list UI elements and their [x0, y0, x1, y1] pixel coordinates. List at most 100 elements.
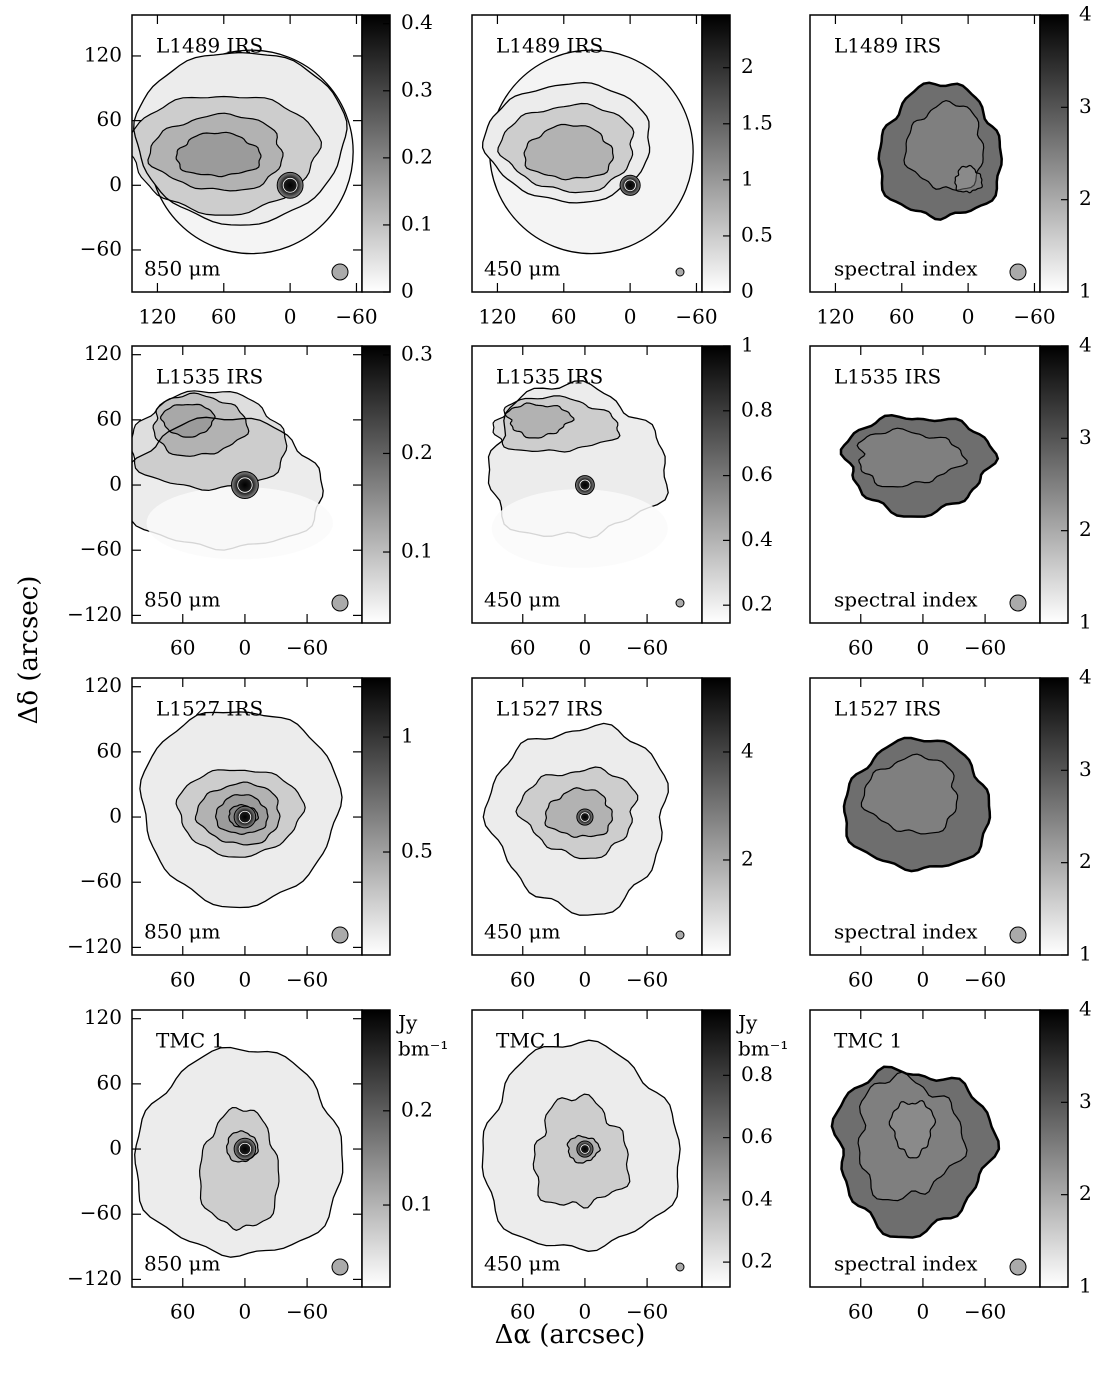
colorbar-tick-label: 0.1 — [401, 539, 433, 563]
colorbar-tick-label: 2 — [1079, 849, 1092, 873]
contour — [579, 479, 591, 491]
contour — [282, 177, 298, 193]
colorbar-tick-label: 3 — [1079, 94, 1092, 118]
colorbar-tick-label: 0.1 — [401, 211, 433, 235]
x-tick-label: −60 — [286, 968, 328, 992]
colorbar-tick-label: 3 — [1079, 425, 1092, 449]
colorbar-tick-label: 0 — [741, 279, 754, 303]
spectral-region — [830, 1065, 1001, 1239]
contour — [857, 1071, 968, 1202]
x-axis-label: Δα (arcsec) — [495, 1320, 646, 1350]
x-tick-label: −60 — [286, 1300, 328, 1324]
colorbar-label: Jy — [396, 1011, 418, 1035]
contour — [492, 395, 621, 453]
colorbar-tick-label: 3 — [1079, 757, 1092, 781]
colorbar-tick-label: 2 — [1079, 1181, 1092, 1205]
x-tick-label: 0 — [962, 305, 975, 329]
x-tick-label: 0 — [917, 1300, 930, 1324]
colorbar-tick-label: 0.4 — [741, 1186, 773, 1210]
map — [139, 711, 343, 909]
panel: L1535 IRS spectral index 60 0 −60 1 2 3 4 — [809, 333, 1092, 660]
beam — [331, 926, 349, 944]
colorbar — [1039, 677, 1069, 956]
colorbar-tick-label: 3 — [1079, 1089, 1092, 1113]
y-tick-label: −120 — [67, 1266, 122, 1290]
contour — [152, 392, 250, 457]
y-tick-label: 0 — [109, 472, 122, 496]
beam — [331, 1258, 349, 1276]
x-tick-label: 0 — [917, 636, 930, 660]
x-tick-label: 0 — [579, 968, 592, 992]
contour — [481, 81, 651, 204]
source — [276, 171, 304, 199]
x-tick-label: 0 — [917, 968, 930, 992]
contour — [580, 1144, 590, 1154]
colorbar — [361, 677, 391, 956]
y-tick-label: 120 — [84, 42, 122, 66]
beam — [675, 930, 685, 940]
colorbar-tick-label: 0.4 — [741, 527, 773, 551]
y-tick-label: −60 — [80, 1201, 122, 1225]
contour — [147, 112, 284, 192]
colorbar-tick-label: 4 — [1079, 2, 1092, 26]
source-name: L1535 IRS — [834, 365, 941, 389]
map — [481, 1039, 681, 1252]
x-tick-label: 60 — [848, 1300, 873, 1324]
x-tick-label: −60 — [335, 305, 377, 329]
map — [839, 414, 1000, 518]
band-label: 850 μm — [144, 257, 221, 281]
colorbar-tick-label: 0.1 — [401, 1192, 433, 1216]
beam — [331, 594, 349, 612]
x-tick-label: −60 — [964, 1300, 1006, 1324]
x-tick-label: 60 — [510, 968, 535, 992]
colorbar-tick-label: 0.3 — [401, 341, 433, 365]
x-tick-label: −60 — [626, 1300, 668, 1324]
source-name: TMC 1 — [496, 1029, 564, 1053]
y-tick-label: 0 — [109, 804, 122, 828]
y-tick-label: 60 — [97, 107, 122, 131]
contour — [624, 179, 636, 192]
colorbar-tick-label: 0.2 — [401, 440, 433, 464]
contour — [515, 766, 639, 860]
contour — [175, 131, 262, 178]
map — [877, 81, 1003, 221]
contour — [504, 402, 575, 439]
y-tick-label: −120 — [67, 602, 122, 626]
colorbar — [1039, 14, 1069, 293]
colorbar-tick-label: 0.2 — [741, 592, 773, 616]
x-tick-label: 60 — [510, 1300, 535, 1324]
contour — [238, 1142, 252, 1156]
source — [233, 805, 257, 829]
x-tick-label: −60 — [626, 968, 668, 992]
x-tick-label: 60 — [848, 968, 873, 992]
map — [830, 1065, 1001, 1239]
beam — [1009, 263, 1027, 281]
beam — [1009, 594, 1027, 612]
band-label: spectral index — [834, 257, 978, 281]
x-tick-label: 120 — [478, 305, 516, 329]
colorbar-label: Jy — [736, 1011, 758, 1035]
band-label: 850 μm — [144, 588, 221, 612]
contour — [888, 1099, 937, 1159]
x-tick-label: −60 — [675, 305, 717, 329]
x-tick-label: 60 — [848, 636, 873, 660]
panel: L1489 IRS 450 μm 120 60 0 −60 0 0.5 1 1.5 2 — [471, 14, 773, 329]
panel: L1489 IRS 850 μm 120 60 0 −60 120 60 0 −60 0 0.1 0.2… — [80, 10, 433, 328]
colorbar-tick-label: 4 — [1079, 665, 1092, 689]
colorbar-tick-label: 0.5 — [401, 839, 433, 863]
map-blank — [491, 489, 668, 568]
panel: L1535 IRS 850 μm 60 0 −60 120 60 0 −60 −120 0.1 0.2… — [67, 341, 433, 659]
colorbar-tick-label: 1 — [1079, 610, 1092, 634]
x-tick-label: 60 — [551, 305, 576, 329]
source — [575, 475, 595, 495]
source-name: L1489 IRS — [156, 34, 263, 58]
source-name: L1527 IRS — [834, 697, 941, 721]
contour — [903, 99, 985, 191]
panel: L1527 IRS 850 μm 60 0 −60 120 60 0 −60 −120 0.5 1 — [67, 673, 433, 991]
source-name: L1535 IRS — [156, 365, 263, 389]
y-tick-label: 0 — [109, 172, 122, 196]
band-label: 450 μm — [484, 920, 561, 944]
map — [487, 380, 669, 568]
